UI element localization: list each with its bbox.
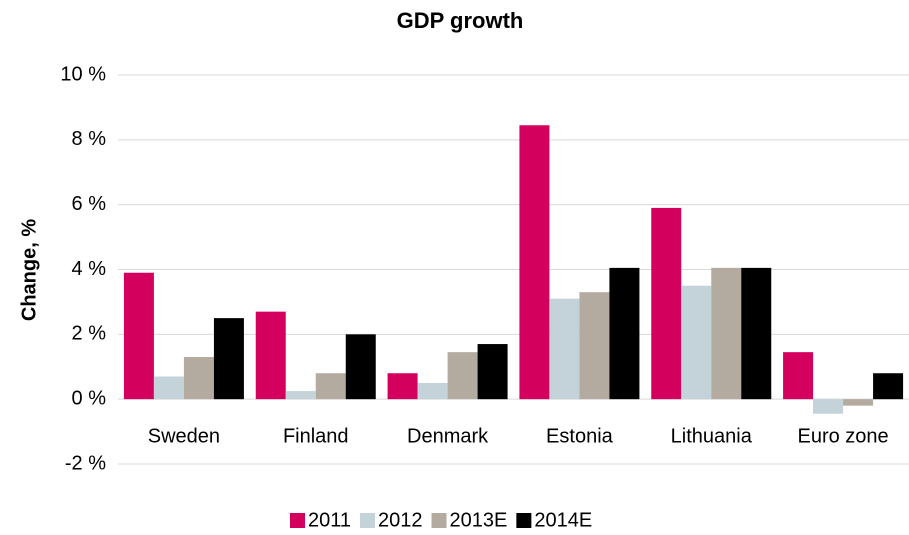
- bar: [315, 373, 346, 400]
- bar: [123, 272, 154, 400]
- bar: [843, 399, 874, 406]
- bar: [255, 311, 286, 400]
- bar: [519, 125, 550, 400]
- x-tick-label: Euro zone: [797, 425, 888, 447]
- y-tick-label: 8 %: [72, 128, 107, 150]
- bar: [609, 267, 640, 400]
- bar: [741, 267, 772, 400]
- legend-swatch: [290, 513, 305, 528]
- x-tick-label: Sweden: [148, 425, 220, 447]
- y-tick-label: 6 %: [72, 193, 107, 215]
- y-tick-label: -2 %: [65, 452, 106, 474]
- bar: [651, 207, 682, 400]
- x-tick-label: Denmark: [407, 425, 489, 447]
- legend-swatch: [360, 513, 376, 528]
- bar: [213, 318, 244, 400]
- y-tick-label: 2 %: [72, 323, 107, 345]
- legend-label: 2014E: [534, 509, 592, 531]
- x-tick-label: Finland: [283, 425, 349, 447]
- x-tick-label: Estonia: [546, 425, 614, 447]
- bar: [783, 352, 814, 400]
- legend-swatch: [516, 513, 532, 528]
- bar: [579, 292, 610, 400]
- bar: [285, 391, 316, 400]
- bar: [447, 352, 478, 400]
- y-tick-label: 4 %: [72, 258, 107, 280]
- y-tick-label: 10 %: [60, 63, 106, 85]
- chart-title: GDP growth: [397, 8, 524, 33]
- bar: [873, 373, 904, 400]
- x-tick-label: Lithuania: [671, 425, 753, 447]
- bar: [153, 376, 184, 400]
- legend-label: 2013E: [450, 509, 508, 531]
- bar: [417, 382, 448, 400]
- bar: [813, 399, 844, 414]
- bar: [477, 344, 508, 400]
- bar: [549, 298, 580, 400]
- bar: [681, 285, 712, 400]
- legend-label: 2012: [378, 509, 423, 531]
- bar: [345, 334, 376, 400]
- y-tick-label: 0 %: [72, 387, 107, 409]
- bar: [711, 267, 742, 400]
- legend-swatch: [431, 513, 447, 528]
- y-axis-title: Change, %: [18, 219, 40, 321]
- bar: [387, 373, 418, 400]
- legend-label: 2011: [308, 509, 351, 531]
- bar: [183, 357, 214, 400]
